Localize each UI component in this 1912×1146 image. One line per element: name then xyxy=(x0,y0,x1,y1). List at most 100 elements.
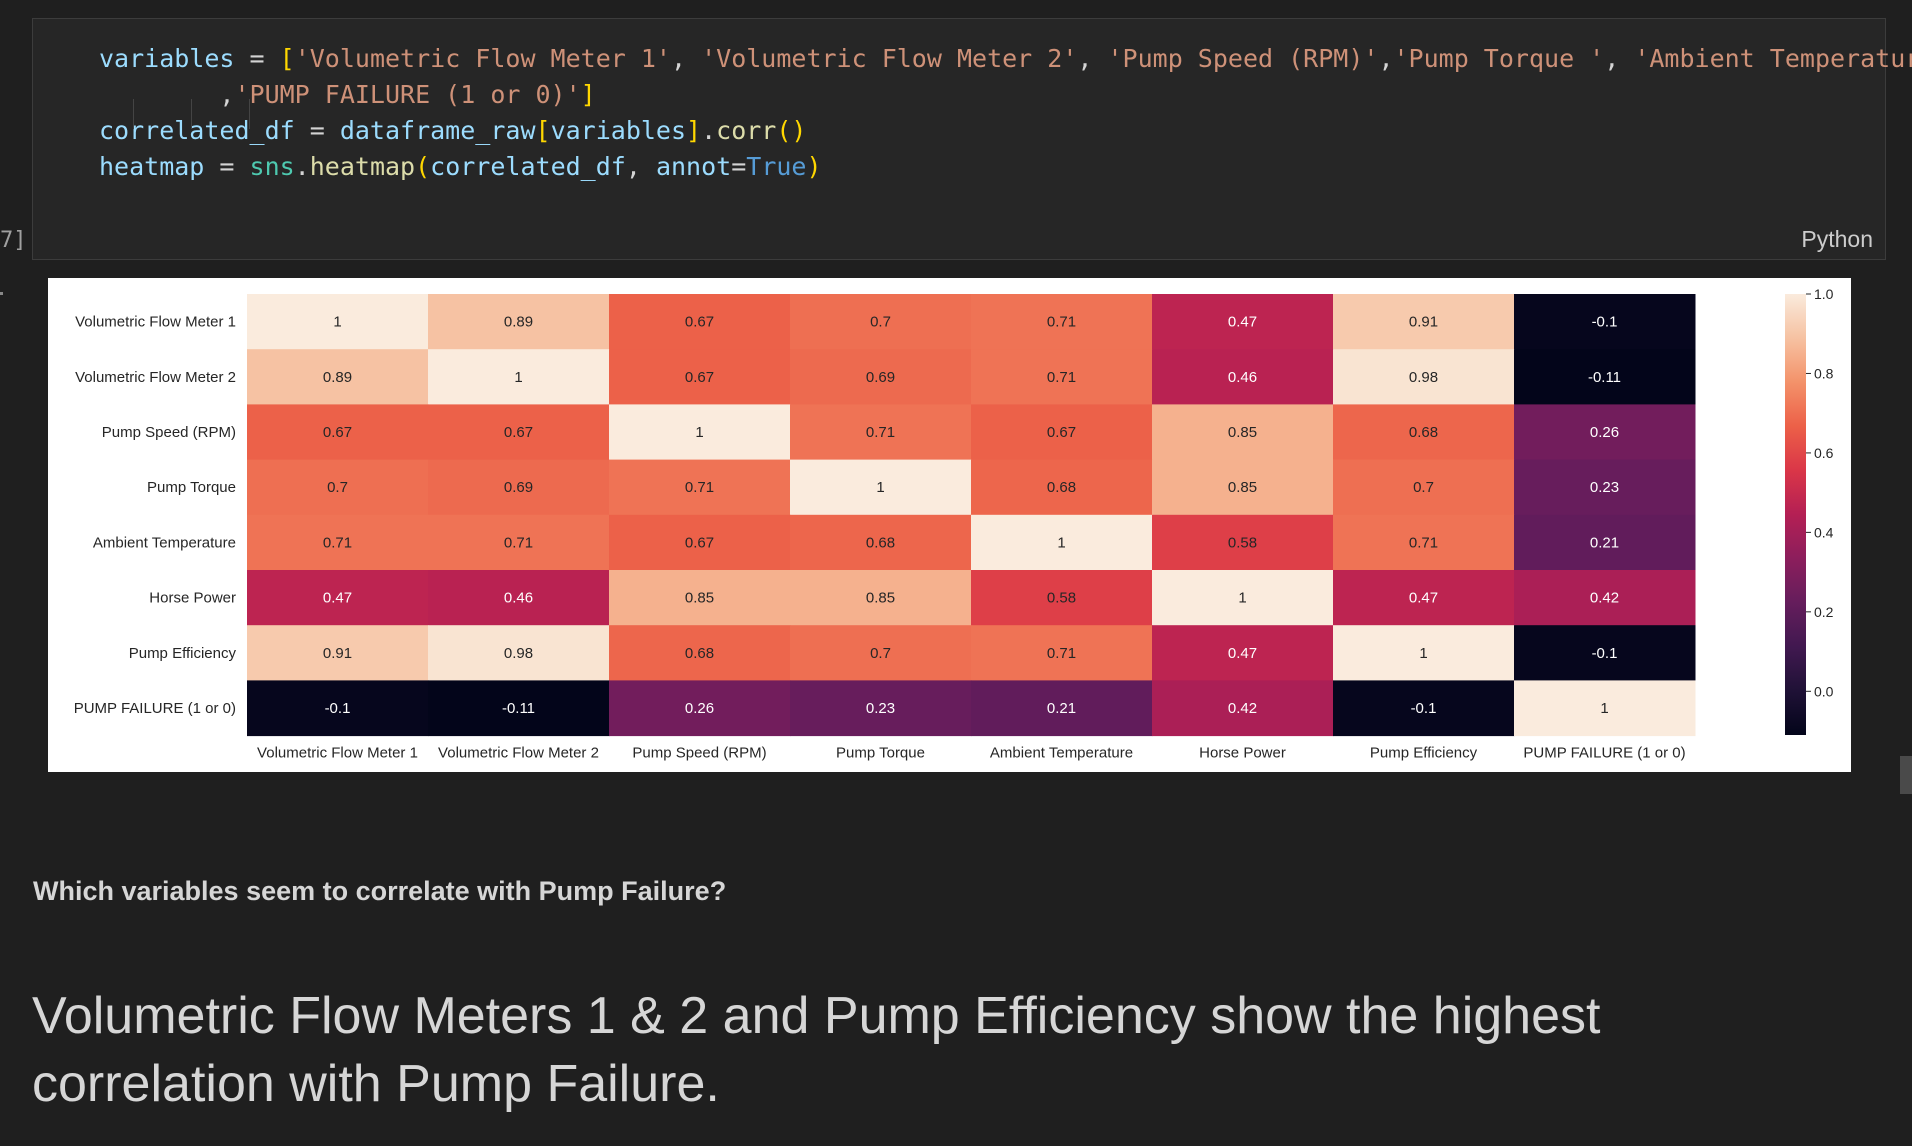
heatmap-cell-label: 0.26 xyxy=(685,700,714,717)
code-token: = xyxy=(294,116,340,145)
heatmap-cell-label: 1 xyxy=(333,314,341,331)
heatmap-cell-label: 0.58 xyxy=(1047,590,1076,607)
heatmap-cell xyxy=(1514,349,1696,405)
heatmap-cell-label: 0.71 xyxy=(323,534,352,551)
heatmap-cell-label: -0.1 xyxy=(1592,645,1618,662)
code-token: ( xyxy=(415,152,431,181)
markdown-question: Which variables seem to correlate with P… xyxy=(33,876,727,906)
heatmap-cell-label: 0.47 xyxy=(1228,314,1257,331)
heatmap-cell-label: 1 xyxy=(1057,534,1065,551)
heatmap-cell-label: 0.71 xyxy=(866,424,895,441)
heatmap-cell-label: 0.71 xyxy=(1047,314,1076,331)
heatmap-cell-label: 0.68 xyxy=(685,645,714,662)
code-line[interactable]: ,'PUMP FAILURE (1 or 0)'] xyxy=(99,77,1912,113)
heatmap-cell xyxy=(971,404,1153,461)
heatmap-cell-label: 0.71 xyxy=(1047,369,1076,386)
heatmap-cell xyxy=(428,680,610,737)
code-line[interactable]: variables = ['Volumetric Flow Meter 1', … xyxy=(99,41,1912,77)
heatmap-cell xyxy=(1514,459,1696,516)
heatmap-cell-label: 0.47 xyxy=(1409,590,1438,607)
heatmap-cell-label: 0.26 xyxy=(1590,424,1619,441)
code-editor[interactable]: variables = ['Volumetric Flow Meter 1', … xyxy=(99,41,1912,185)
heatmap-cell-label: 0.91 xyxy=(323,645,352,662)
code-token: [ xyxy=(279,44,295,73)
code-token: , xyxy=(1378,44,1394,73)
scrollbar-marker[interactable] xyxy=(1900,756,1912,794)
markdown-answer: Volumetric Flow Meters 1 & 2 and Pump Ef… xyxy=(32,987,1601,1113)
code-token: annot xyxy=(655,152,732,181)
code-line[interactable]: heatmap = sns.heatmap(correlated_df, ann… xyxy=(99,149,1912,185)
heatmap-cell xyxy=(428,294,610,350)
heatmap-cell-label: 0.42 xyxy=(1228,700,1257,717)
heatmap-cell xyxy=(971,514,1153,571)
heatmap-cell xyxy=(428,459,610,516)
heatmap-cell xyxy=(790,680,972,737)
heatmap-cell xyxy=(428,570,610,626)
y-tick-label: Ambient Temperature xyxy=(93,534,236,551)
heatmap-cell xyxy=(1152,459,1334,516)
heatmap-cell xyxy=(1514,680,1696,737)
code-token: correlated_df xyxy=(430,152,626,181)
heatmap-cell xyxy=(609,570,791,626)
cell-language-label[interactable]: Python xyxy=(1801,226,1873,252)
code-token: 'PUMP FAILURE (1 or 0)' xyxy=(234,80,581,109)
heatmap-cell xyxy=(428,514,610,571)
heatmap-cell xyxy=(790,404,972,461)
heatmap-cell-label: 0.46 xyxy=(1228,369,1257,386)
code-token: 'Volumetric Flow Meter 1' xyxy=(294,44,671,73)
code-token: . xyxy=(701,116,717,145)
heatmap-cell-label: 0.21 xyxy=(1047,700,1076,717)
heatmap-cell-label: 1 xyxy=(876,479,884,496)
heatmap-cell-label: 0.7 xyxy=(870,314,891,331)
x-tick-label: Pump Torque xyxy=(836,745,925,762)
heatmap-cell-label: 0.7 xyxy=(327,479,348,496)
indent-guide xyxy=(249,99,250,129)
colorbar xyxy=(1785,294,1806,735)
heatmap-cell xyxy=(1152,404,1334,461)
colorbar-tick-label: 0.4 xyxy=(1814,524,1834,540)
code-token: dataframe_raw xyxy=(339,116,536,145)
output-collapse-marker[interactable] xyxy=(0,292,3,295)
correlation-heatmap: 1 0.89 0.67 0.7 0.71 0.47 0.91 -0.10.89 1 0.67 0.6… xyxy=(74,286,1834,762)
heatmap-cell-label: 0.46 xyxy=(504,590,533,607)
code-token: . xyxy=(294,152,310,181)
code-cell[interactable]: variables = ['Volumetric Flow Meter 1', … xyxy=(32,18,1912,260)
heatmap-cell xyxy=(609,514,791,571)
heatmap-cell xyxy=(247,570,429,626)
heatmap-cell-label: 0.71 xyxy=(1409,534,1438,551)
heatmap-cell-label: 1 xyxy=(1600,700,1608,717)
heatmap-cell xyxy=(1514,570,1696,626)
y-tick-label: Pump Efficiency xyxy=(129,645,237,662)
code-token: variables xyxy=(99,44,235,73)
y-tick-label: Pump Torque xyxy=(147,479,236,496)
x-tick-label: Ambient Temperature xyxy=(990,745,1133,762)
colorbar-tick-label: 0.8 xyxy=(1814,365,1834,381)
heatmap-cell-label: 0.85 xyxy=(866,590,895,607)
heatmap-cell-label: 0.67 xyxy=(685,369,714,386)
colorbar-tick-label: 1.0 xyxy=(1814,286,1834,302)
heatmap-cell-label: 1 xyxy=(1419,645,1427,662)
heatmap-cell xyxy=(428,349,610,405)
heatmap-cell xyxy=(609,680,791,737)
code-line[interactable]: correlated_df = dataframe_raw[variables]… xyxy=(99,113,1912,149)
heatmap-cell-label: 0.71 xyxy=(504,534,533,551)
heatmap-cell-label: 0.23 xyxy=(866,700,895,717)
heatmap-cell xyxy=(1333,294,1515,350)
y-tick-label: Pump Speed (RPM) xyxy=(102,424,236,441)
heatmap-cell xyxy=(790,570,972,626)
heatmap-cell xyxy=(247,459,429,516)
heatmap-cell-label: 0.21 xyxy=(1590,534,1619,551)
code-token: , xyxy=(625,152,656,181)
heatmap-cell xyxy=(790,625,972,681)
heatmap-cell xyxy=(1333,459,1515,516)
code-token: 'Pump Speed (RPM)' xyxy=(1107,44,1379,73)
heatmap-cell xyxy=(1152,294,1334,350)
code-token: () xyxy=(776,116,807,145)
heatmap-cell-label: 0.69 xyxy=(866,369,895,386)
code-token: 'Volumetric Flow Meter 2' xyxy=(701,44,1078,73)
heatmap-cell-label: 0.85 xyxy=(1228,424,1257,441)
code-token: True xyxy=(746,152,807,181)
heatmap-cell xyxy=(1152,514,1334,571)
heatmap-cell xyxy=(971,680,1153,737)
indent-guide xyxy=(133,99,134,129)
